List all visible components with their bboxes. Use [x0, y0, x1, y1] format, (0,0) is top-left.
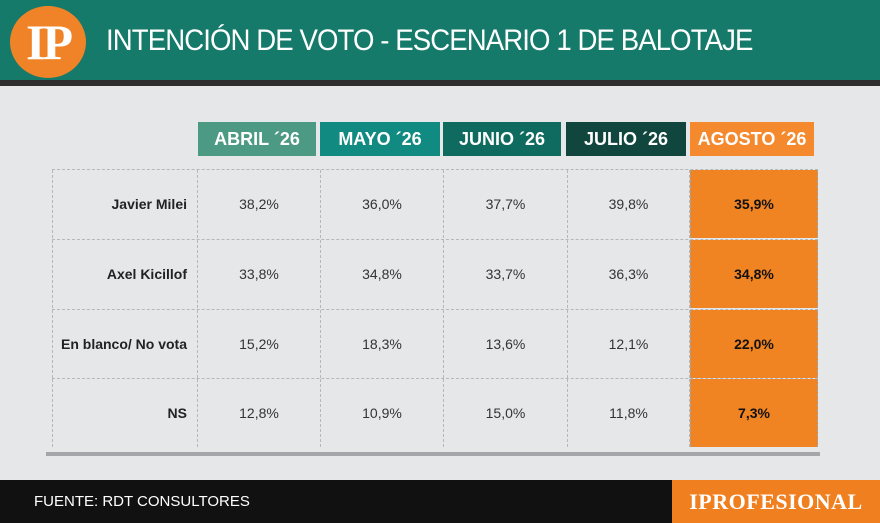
value-cell: 15,0%	[444, 379, 568, 447]
value-cell: 36,0%	[321, 170, 444, 238]
value-cell: 18,3%	[321, 310, 444, 378]
table-bottom-rule	[46, 452, 820, 456]
value-cell: 11,8%	[568, 379, 690, 447]
highlighted-value-cell: 35,9%	[690, 170, 818, 238]
source-note: FUENTE: RDT CONSULTORES	[34, 493, 250, 510]
value-cell: 15,2%	[198, 310, 321, 378]
table-row: Javier Milei 38,2% 36,0% 37,7% 39,8% 35,9%	[52, 169, 818, 238]
column-header: JULIO ´26	[566, 122, 686, 156]
brand-logo: IP	[10, 6, 86, 78]
brand-wordmark: IPROFESIONAL	[672, 480, 880, 523]
header-bar	[0, 0, 880, 80]
column-header: MAYO ´26	[320, 122, 440, 156]
column-header: AGOSTO ´26	[690, 122, 814, 156]
value-cell: 13,6%	[444, 310, 568, 378]
value-cell: 36,3%	[568, 240, 690, 308]
table-row: En blanco/ No vota 15,2% 18,3% 13,6% 12,1% 22…	[52, 309, 818, 378]
highlighted-value-cell: 7,3%	[690, 379, 818, 447]
value-cell: 10,9%	[321, 379, 444, 447]
table-row: NS 12,8% 10,9% 15,0% 11,8% 7,3%	[52, 378, 818, 447]
value-cell: 39,8%	[568, 170, 690, 238]
row-label: Javier Milei	[52, 170, 198, 238]
column-header: ABRIL ´26	[198, 122, 316, 156]
highlighted-value-cell: 34,8%	[690, 240, 818, 308]
table-row: Axel Kicillof 33,8% 34,8% 33,7% 36,3% 34,8%	[52, 239, 818, 308]
value-cell: 12,8%	[198, 379, 321, 447]
row-label: NS	[52, 379, 198, 447]
value-cell: 38,2%	[198, 170, 321, 238]
value-cell: 37,7%	[444, 170, 568, 238]
row-label: En blanco/ No vota	[52, 310, 198, 378]
highlighted-value-cell: 22,0%	[690, 310, 818, 378]
column-header: JUNIO ´26	[443, 122, 561, 156]
value-cell: 34,8%	[321, 240, 444, 308]
data-table: Javier Milei 38,2% 36,0% 37,7% 39,8% 35,9% Axe…	[52, 169, 818, 447]
value-cell: 12,1%	[568, 310, 690, 378]
value-cell: 33,8%	[198, 240, 321, 308]
header-divider	[0, 80, 880, 86]
page-title: INTENCIÓN DE VOTO - ESCENARIO 1 DE BALOT…	[106, 24, 753, 57]
row-label: Axel Kicillof	[52, 240, 198, 308]
value-cell: 33,7%	[444, 240, 568, 308]
